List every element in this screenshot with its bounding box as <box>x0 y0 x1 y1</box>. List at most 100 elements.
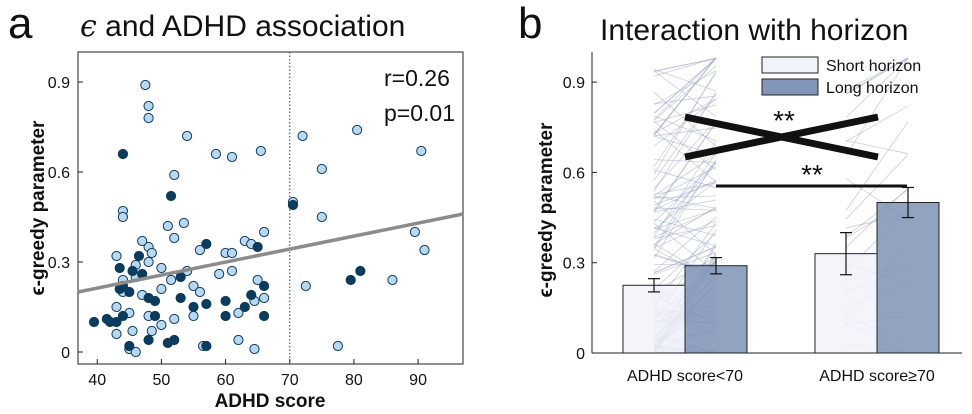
scatter-point-light <box>233 334 244 346</box>
interaction-cross-line-2 <box>684 113 879 161</box>
y-tick-label: 0.9 <box>48 75 70 92</box>
scatter-point-dark <box>165 190 177 202</box>
scatter-point-dark <box>149 295 161 307</box>
scatter-point-light <box>143 112 154 124</box>
scatter-point-light <box>249 343 260 355</box>
y-tick-label: 0.6 <box>48 165 70 182</box>
scatter-point-light <box>146 325 157 337</box>
subject-line <box>653 225 717 239</box>
stat-r: r=0.26 <box>384 65 450 91</box>
subject-line <box>653 70 717 175</box>
scatter-point-light <box>297 130 308 142</box>
category-label: ADHD score≥70 <box>819 368 935 385</box>
scatter-point-dark <box>345 274 356 286</box>
x-tick-label: 90 <box>409 372 427 389</box>
scatter-point-light <box>111 250 122 262</box>
subject-line <box>653 121 717 213</box>
subject-line <box>653 246 717 274</box>
scatter-point-dark <box>124 340 135 352</box>
category-labels: ADHD score<70 ADHD score≥70 <box>627 368 935 385</box>
scatter-point-dark <box>117 148 129 160</box>
scatter-point-dark <box>201 340 212 352</box>
subject-line <box>653 206 717 245</box>
subject-line <box>653 98 717 134</box>
subject-line <box>653 200 717 255</box>
scatter-point-dark <box>220 310 231 322</box>
scatter-point-light <box>258 292 270 304</box>
subject-line <box>653 57 717 114</box>
panel-a-title-text: and ADHD association <box>96 10 406 43</box>
subject-line <box>653 57 717 136</box>
panel-b-title: Interaction with horizon <box>600 14 909 47</box>
scatter-chart: 40 50 60 70 80 90 0 0.3 0.6 0.9 r=0.26 p=0.01 AD… <box>28 51 464 412</box>
subject-line <box>653 195 717 209</box>
scatter-point-light <box>127 325 138 337</box>
scatter-point-light <box>316 163 327 175</box>
x-tick-label: 80 <box>345 372 363 389</box>
scatter-point-dark <box>220 295 231 307</box>
scatter-point-light <box>111 301 122 313</box>
scatter-point-light <box>214 268 225 280</box>
stat-p: p=0.01 <box>384 100 455 126</box>
subject-line <box>653 162 717 234</box>
scatter-point-light <box>194 286 206 298</box>
scatter-point-light <box>226 265 238 277</box>
subject-line <box>845 121 909 211</box>
scatter-point-light <box>226 247 238 259</box>
legend-label-long: Long horizon <box>826 80 919 97</box>
scatter-point-light <box>316 211 327 223</box>
scatter-point-dark <box>101 313 112 325</box>
scatter-point-dark <box>188 301 199 313</box>
subject-line <box>845 57 909 91</box>
scatter-point-light <box>332 340 343 352</box>
subject-line <box>653 58 717 72</box>
scatter-point-light <box>416 145 427 157</box>
x-axis-label: ADHD score <box>215 391 326 412</box>
scatter-point-light <box>409 226 420 238</box>
subject-line <box>653 95 717 105</box>
scatter-point-dark <box>111 316 122 328</box>
x-tick-label: 40 <box>88 372 106 389</box>
y-tick-group: 0 0.3 0.6 0.9 <box>563 75 597 363</box>
scatter-point-dark <box>117 310 129 322</box>
subject-line <box>653 153 717 197</box>
scatter-point-light <box>169 313 180 325</box>
y-axis-label: ϵ-greedy parameter <box>536 122 557 297</box>
scatter-points <box>88 79 430 358</box>
scatter-point-light <box>140 79 151 91</box>
subject-line <box>653 70 717 117</box>
y-tick-label: 0.6 <box>563 165 585 182</box>
scatter-point-light <box>178 217 189 229</box>
bar-long-horizon <box>876 202 940 354</box>
panel-a-title: ϵ and ADHD association <box>80 12 405 42</box>
scatter-point-light <box>252 274 263 286</box>
subject-line <box>653 92 717 192</box>
scatter-point-light <box>169 169 180 181</box>
scatter-point-dark <box>287 199 299 211</box>
y-tick-label: 0.9 <box>563 75 585 92</box>
category-label: ADHD score<70 <box>627 368 743 385</box>
panel-a-letter: a <box>8 0 33 48</box>
scatter-point-light <box>156 283 167 295</box>
scatter-point-dark <box>258 310 270 322</box>
scatter-point-dark <box>175 292 186 304</box>
scatter-point-dark <box>127 265 138 277</box>
subject-line <box>653 220 717 249</box>
scatter-point-light <box>143 100 154 112</box>
bars-group <box>622 186 940 354</box>
y-axis-label: ϵ-greedy parameter <box>28 120 49 295</box>
scatter-point-dark <box>239 301 250 313</box>
legend-swatch-short <box>761 56 819 74</box>
scatter-point-light <box>143 256 154 268</box>
subject-line <box>653 181 717 206</box>
subject-line <box>653 208 717 238</box>
scatter-point-light <box>188 280 199 292</box>
y-tick-label: 0 <box>576 346 585 363</box>
subject-line <box>653 92 717 181</box>
scatter-point-light <box>210 148 222 160</box>
bar-long-horizon <box>684 265 748 354</box>
scatter-point-light <box>111 328 122 340</box>
subject-line <box>653 70 717 106</box>
y-tick-label: 0.3 <box>563 256 585 273</box>
